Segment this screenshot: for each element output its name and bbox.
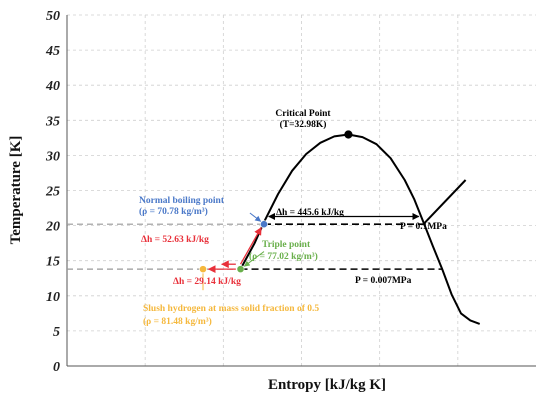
- dh-boiling-label: Δh = 52.63 kJ/kg: [141, 235, 209, 245]
- series-line: [422, 179, 467, 225]
- boiling-point-label: Normal boiling point: [139, 196, 225, 206]
- state-point: [236, 265, 245, 274]
- y-tick-label: 20: [45, 220, 60, 235]
- triple-pointer: [243, 251, 265, 267]
- y-axis-ticks: 0 5 10 15 20 25 30 35 40 45 50: [45, 9, 60, 375]
- reference-lines: [67, 223, 264, 270]
- axes: [66, 15, 536, 367]
- y-tick-label: 10: [46, 290, 60, 305]
- state-point: [344, 130, 353, 139]
- y-tick-label: 0: [53, 360, 60, 375]
- critical-temp-label: (T=32.98K): [280, 119, 327, 130]
- y-tick-label: 35: [45, 114, 60, 129]
- y-tick-label: 5: [53, 325, 60, 340]
- y-tick-label: 30: [45, 149, 60, 164]
- isobar-lines: [240, 223, 443, 270]
- p-low-label: P = 0.007MPa: [355, 276, 412, 286]
- p-high-label: P = 0.1MPa: [400, 222, 447, 232]
- y-tick-label: 15: [46, 255, 60, 270]
- boiling-pointer: [249, 212, 262, 222]
- dh-boiling-arrow-up: [239, 227, 262, 265]
- slush-label: Slush hydrogen at mass solid fraction of…: [143, 304, 319, 314]
- triple-rho-label: (ρ = 77.02 kg/m³): [249, 251, 318, 262]
- slush-rho-label: (ρ = 81.48 kg/m³): [143, 316, 212, 327]
- triple-point-label: Triple point: [262, 240, 311, 250]
- y-tick-label: 45: [45, 44, 60, 59]
- saturation-curves: [239, 133, 481, 325]
- dh-vaporization-label: Δh = 445.6 kJ/kg: [276, 208, 344, 218]
- y-tick-label: 25: [45, 185, 60, 200]
- state-point: [199, 265, 207, 274]
- state-point: [260, 220, 268, 229]
- y-tick-label: 40: [45, 79, 60, 94]
- y-tick-label: 50: [46, 9, 60, 24]
- state-points: [199, 130, 353, 274]
- grid-lines: [67, 14, 536, 366]
- y-axis-title: Temperature [K]: [8, 136, 24, 245]
- dh-fusion-label: Δh = 29.14 kJ/kg: [173, 277, 241, 287]
- boiling-rho-label: (ρ = 70.78 kg/m³): [139, 206, 208, 217]
- series-line: [239, 133, 481, 325]
- x-axis-title: Entropy [kJ/kg K]: [268, 377, 386, 393]
- critical-point-label: Critical Point: [275, 109, 331, 119]
- enthalpy-arrows: [202, 212, 420, 291]
